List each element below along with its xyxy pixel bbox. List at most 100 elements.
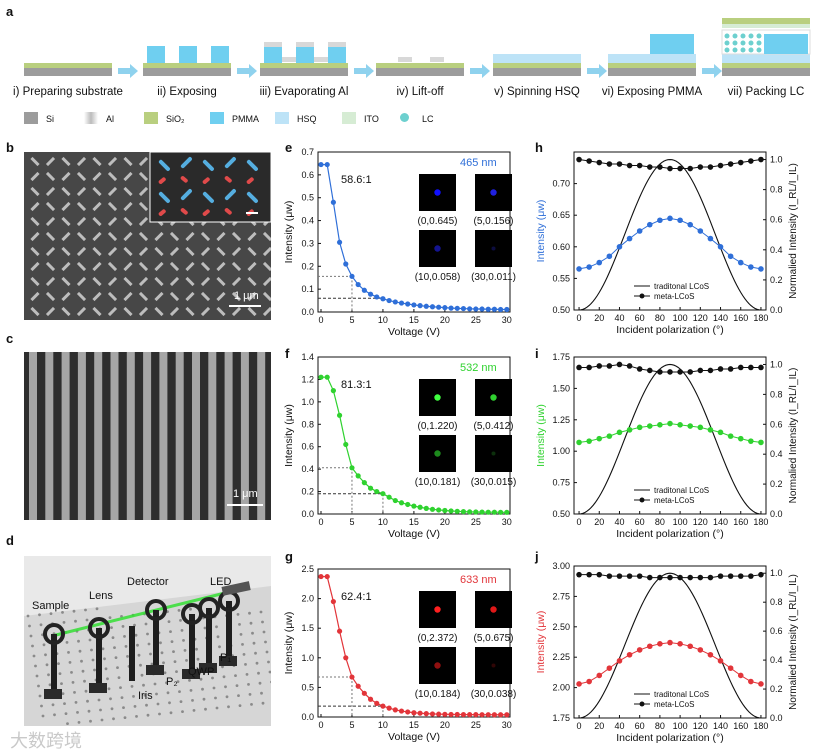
meta-atom [169,291,180,302]
y-tick-label: 0.0 [301,712,314,722]
meta-atom [45,306,56,317]
legend-swatch [84,112,98,124]
table-hole [146,713,150,717]
data-point [748,364,754,371]
legend-swatch [342,112,356,124]
table-hole [214,696,217,700]
meta-atom [200,306,211,317]
meta-atom [45,291,56,302]
table-hole [178,690,181,693]
x-axis-label: Voltage (V) [388,528,440,540]
y2-tick-label: 0.8 [770,185,783,195]
table-hole [113,646,116,649]
legend-label: PMMA [232,114,259,124]
data-point [748,264,754,270]
meta-atom [154,261,164,272]
legend-swatch [210,112,224,124]
meta-atom [169,276,180,287]
meta-atom [185,231,195,242]
data-point [727,366,734,372]
table-hole [212,686,216,690]
legend-marker [639,701,645,707]
meta-atom [216,231,226,242]
x-tick-label: 20 [594,313,604,323]
panel-label-d: d [6,533,14,548]
meta-atom [107,261,118,272]
led-source [221,581,251,596]
panel-label-e: e [285,140,293,155]
table-hole [61,611,64,614]
process-arrow [702,64,722,78]
y-tick-label: 0.4 [301,216,314,226]
table-hole [112,717,115,721]
table-hole [167,620,171,623]
meta-atom [123,246,133,257]
data-point [343,261,349,267]
data-point [717,429,724,436]
meta-atom [30,156,40,167]
inset-atom [180,208,188,215]
table-hole [183,649,187,652]
data-point [737,364,744,371]
meta-atom [107,276,118,287]
data-point [737,672,744,679]
data-point [646,164,653,170]
inset-atom [180,157,192,169]
meta-atom [231,291,242,302]
legend-label: LC [422,114,434,124]
y-tick-label: 0.50 [552,509,570,519]
mount-base [182,669,200,679]
beam-spot [491,451,496,456]
legend-label: meta-LCoS [654,700,694,709]
data-point [707,651,714,658]
inset-atom [180,176,188,183]
fabrication-diagram [24,18,811,78]
x-tick-label: 180 [753,517,768,527]
meta-atom [61,231,71,242]
data-point [687,369,694,375]
lc-molecule [756,47,762,53]
fab-step-label: iv) Lift-off [396,86,444,98]
table-hole [153,682,157,686]
meta-atom [123,291,133,302]
x-tick-label: 30 [502,720,512,730]
table-hole [211,676,214,680]
data-point [392,299,398,305]
meta-atom [169,306,180,317]
fab-step-label: iii) Evaporating Al [259,86,349,98]
table-hole [39,623,43,627]
meta-atom [61,306,71,317]
data-point [442,507,448,514]
data-point [667,639,673,646]
meta-atom [45,216,56,227]
x-tick-label: 20 [440,315,450,325]
beam-spot [434,245,441,252]
meta-atom [92,156,102,167]
grating-line [29,352,37,520]
data-point [737,259,744,266]
data-point [636,424,643,431]
spot-caption: (0,1.220) [417,421,457,432]
meta-atom [107,231,118,242]
inset-atom [202,191,214,203]
meta-atom [61,246,71,257]
data-point [343,441,349,448]
legend-label: meta-LCoS [654,292,694,301]
table-hole [254,651,257,655]
data-point [717,162,724,169]
table-hole [225,695,229,699]
table-hole [62,621,66,624]
y-tick-label: 0.3 [301,238,314,248]
setup-label-sample: Sample [32,600,70,612]
table-hole [34,664,37,668]
y2-tick-label: 0.2 [770,479,783,489]
data-point [467,306,473,312]
meta-atom [107,156,118,167]
mount-base [146,665,164,675]
grating-line [110,352,119,520]
table-hole [199,677,203,681]
y-tick-label: 0.1 [301,284,314,294]
table-hole [85,618,89,622]
data-point [454,711,460,718]
setup-label-p2: P₂ [166,676,178,688]
